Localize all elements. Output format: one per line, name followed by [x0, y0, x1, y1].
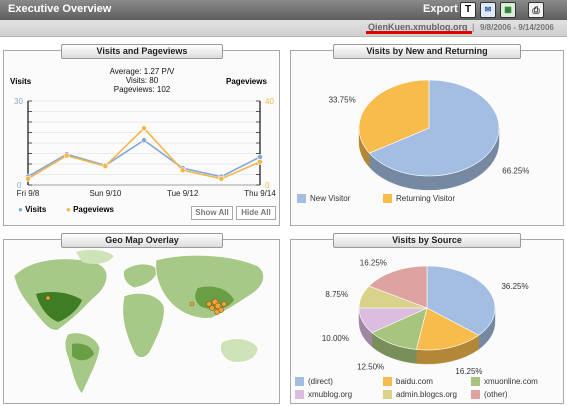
panel-title: Geo Map Overlay	[61, 233, 223, 248]
highlight-underline	[366, 31, 472, 34]
legend-swatch	[471, 390, 480, 400]
panel-title: Visits and Pageviews	[61, 44, 223, 59]
text-export-icon[interactable]: T	[460, 2, 476, 18]
brazil-shape	[72, 343, 94, 361]
legend-xmublog: xmublog.org	[295, 390, 352, 400]
legend-baidu: baidu.com	[383, 377, 433, 387]
legend-other: (other)	[471, 390, 508, 400]
average-text: Average: 1.27 P/V	[109, 67, 175, 76]
x-tick-label: Tue 9/12	[167, 189, 199, 198]
separator: |	[472, 22, 475, 32]
pie-value-label: 8.75%	[325, 290, 348, 299]
greenland-shape	[76, 249, 114, 264]
legend-swatch	[383, 390, 392, 400]
visits-by-source-pie-chart: 36.25% 16.25% 12.50% 10.00% 8.75% 16.25%	[322, 259, 529, 376]
city-marker[interactable]	[189, 301, 195, 307]
pie-value-label: 36.25%	[501, 282, 528, 291]
pie-value-label: 12.50%	[357, 362, 384, 371]
pie-value-label: 16.25%	[360, 259, 387, 268]
visits-pageviews-panel: Visits and Pageviews Visits Pageviews Av…	[3, 44, 280, 226]
data-point-pageviews	[63, 152, 70, 159]
visits-by-source-panel: Visits by Source 36.25% 16.25% 12.50% 10.00…	[290, 233, 564, 404]
legend-swatch	[383, 377, 392, 387]
pie-slice-new-visitor	[368, 79, 500, 177]
legend-xmuonline: xmuonline.com	[471, 377, 538, 387]
pie-value-label: 10.00%	[322, 334, 349, 343]
australia-shape	[220, 338, 259, 363]
y-left-tick-label: 30	[14, 97, 23, 106]
panel-title: Visits by Source	[333, 233, 521, 248]
page-title: Executive Overview	[8, 3, 112, 15]
data-point-pageviews	[179, 167, 186, 174]
data-point-visits	[141, 137, 147, 144]
pie-slice-baidu-com	[415, 307, 480, 351]
legend-visits: ● Visits	[18, 205, 47, 214]
y-right-tick-label: 40	[265, 97, 274, 106]
header-bar: Executive Overview Export T ✉ ▦ ⎙	[0, 0, 567, 20]
world-map[interactable]	[6, 248, 276, 400]
africa-shape	[122, 292, 165, 358]
geo-map-panel: Geo Map Overlay	[3, 233, 280, 404]
new-returning-pie-chart: 66.25% 33.75%	[329, 79, 529, 191]
pie-slice--other-	[368, 265, 428, 309]
city-marker[interactable]	[214, 302, 222, 310]
visits-total-text: Visits: 80	[125, 76, 159, 85]
data-point-pageviews	[141, 125, 147, 132]
south-america-shape	[64, 332, 101, 395]
y-right-tick-label: 0	[265, 181, 270, 190]
panel-title: Visits by New and Returning	[333, 44, 521, 59]
data-point-pageviews	[257, 159, 263, 165]
city-marker[interactable]	[206, 301, 212, 307]
site-link[interactable]: QienKuen.xmublog.org	[368, 22, 468, 32]
legend-new-visitor: New Visitor	[297, 194, 350, 204]
data-point-pageviews	[102, 163, 109, 169]
legend-returning-visitor: Returning Visitor	[383, 194, 455, 204]
summary-block: Average: 1.27 P/V Visits: 80 Pageviews: …	[74, 67, 210, 94]
legend-swatch	[295, 377, 304, 387]
print-icon[interactable]: ⎙	[528, 2, 544, 18]
data-point-pageviews	[25, 175, 31, 182]
date-range[interactable]: 9/8/2006 - 9/14/2006	[480, 23, 554, 32]
x-tick-label: Thu 9/14	[244, 189, 276, 198]
city-marker[interactable]	[209, 305, 215, 311]
y-left-tick-label: 0	[17, 181, 22, 190]
europe-shape	[123, 263, 159, 289]
legend-swatch	[471, 377, 480, 387]
xml-export-icon[interactable]: ✉	[480, 2, 496, 18]
right-axis-label: Pageviews	[226, 77, 267, 86]
pie-slice--direct-	[426, 265, 496, 336]
left-axis-label: Visits	[10, 77, 32, 86]
x-tick-label: Sun 9/10	[89, 189, 122, 198]
city-markers	[45, 295, 227, 315]
legend-swatch	[297, 194, 306, 204]
pageviews-total-text: Pageviews: 102	[113, 85, 171, 94]
hide-all-button[interactable]: Hide All	[236, 206, 276, 220]
data-point-pageviews	[218, 175, 225, 182]
show-all-button[interactable]: Show All	[191, 206, 233, 220]
date-bar: QienKuen.xmublog.org | 9/8/2006 - 9/14/2…	[0, 20, 567, 37]
legend-pageviews: ● Pageviews	[66, 205, 114, 214]
csv-export-icon[interactable]: ▦	[500, 2, 516, 18]
export-label: Export	[423, 3, 458, 15]
legend-swatch	[383, 194, 392, 204]
city-marker[interactable]	[214, 309, 220, 315]
city-marker[interactable]	[45, 295, 51, 301]
pie-value-label: 33.75%	[329, 96, 356, 105]
new-returning-panel: Visits by New and Returning 66.25% 33.75%…	[290, 44, 564, 226]
pie-slice-returning-visitor	[358, 79, 430, 154]
legend-admin-blogcs: admin.blogcs.org	[383, 390, 457, 400]
pie-value-label: 66.25%	[502, 166, 529, 175]
legend-direct: (direct)	[295, 377, 333, 387]
data-point-visits	[257, 154, 263, 160]
city-marker[interactable]	[221, 301, 227, 307]
x-tick-label: Fri 9/8	[17, 189, 40, 198]
legend-swatch	[295, 390, 304, 400]
pie-value-label: 16.25%	[455, 367, 482, 376]
